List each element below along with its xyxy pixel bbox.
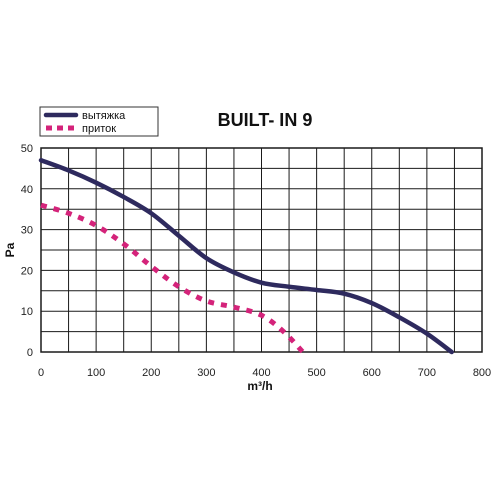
y-tick-label: 50	[21, 143, 33, 155]
x-tick-label: 100	[87, 367, 105, 379]
series-line-vytyazhka	[38, 157, 454, 355]
x-tick-label: 600	[363, 367, 381, 379]
legend: вытяжка приток	[39, 106, 159, 137]
legend-label-pritok: приток	[82, 123, 116, 135]
x-tick-label: 800	[473, 367, 491, 379]
y-tick-label: 20	[21, 265, 33, 277]
legend-box	[39, 106, 159, 137]
x-axis-label: m³/h	[247, 379, 272, 393]
y-tick-label: 40	[21, 184, 33, 196]
x-tick-label: 400	[252, 367, 270, 379]
grid-lines	[40, 147, 483, 353]
series-line-pritok	[40, 202, 305, 354]
x-tick-label: 500	[307, 367, 325, 379]
y-tick-labels: 0 10 20 30 40 50	[21, 143, 33, 359]
x-tick-label: 700	[418, 367, 436, 379]
y-tick-label: 10	[21, 306, 33, 318]
y-tick-label: 30	[21, 225, 33, 237]
plot-frame	[40, 147, 483, 353]
y-axis-label: Pa	[3, 242, 17, 257]
x-tick-label: 0	[38, 367, 44, 379]
chart-title: BUILT- IN 9	[218, 110, 313, 130]
y-tick-label: 0	[27, 347, 33, 359]
x-tick-label: 200	[142, 367, 160, 379]
legend-label-vytyazhka: вытяжка	[82, 110, 126, 122]
x-tick-labels: 0 100 200 300 400 500 600 700 800	[38, 367, 491, 379]
series-layer	[38, 157, 454, 355]
x-tick-label: 300	[197, 367, 215, 379]
